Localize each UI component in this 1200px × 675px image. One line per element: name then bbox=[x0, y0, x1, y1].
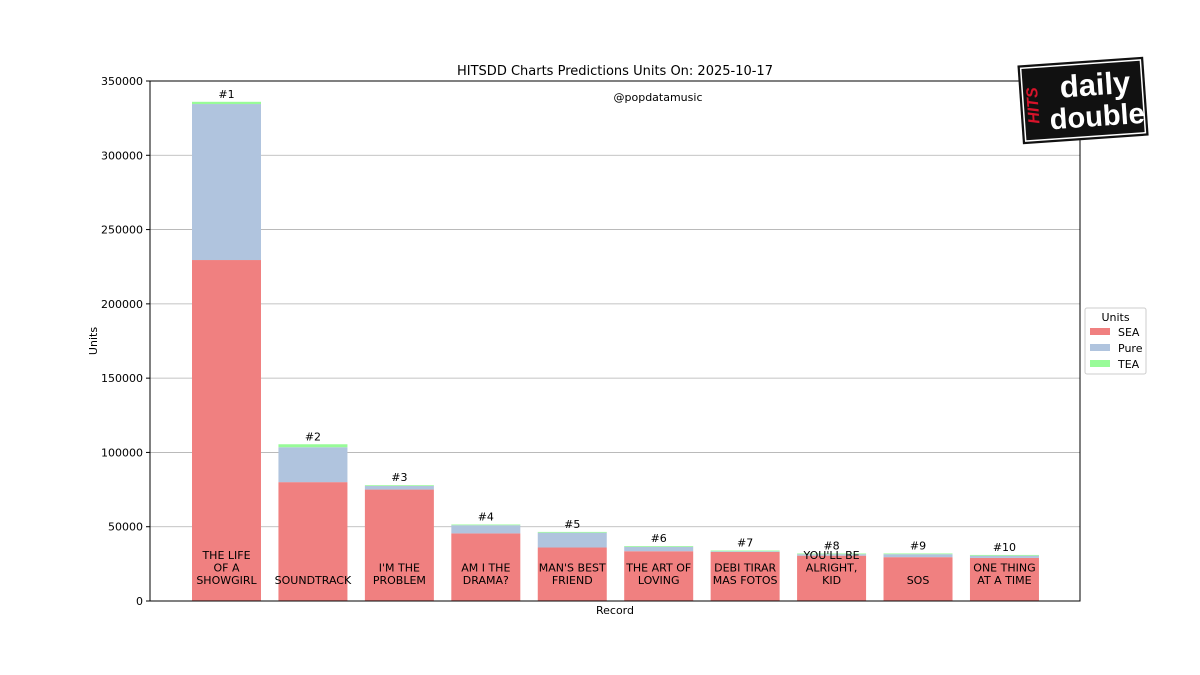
category-label: FRIEND bbox=[552, 574, 593, 587]
category-label: LOVING bbox=[638, 574, 680, 587]
bar-sea bbox=[278, 482, 348, 601]
bar-sea bbox=[451, 533, 521, 601]
bar-pure bbox=[192, 104, 261, 261]
x-axis-label: Record bbox=[596, 604, 634, 617]
category-label: YOU'LL BE bbox=[803, 549, 860, 562]
bar-sea bbox=[624, 551, 694, 601]
category-label: MAS FOTOS bbox=[713, 574, 778, 587]
logo-side-text: HITS bbox=[1024, 86, 1044, 124]
bar-tea bbox=[192, 101, 261, 105]
watermark: @popdatamusic bbox=[614, 91, 703, 104]
rank-label: #8 bbox=[823, 539, 839, 552]
category-label: ALRIGHT, bbox=[806, 562, 858, 575]
y-tick-label: 350000 bbox=[101, 75, 143, 88]
category-label: THE ART OF bbox=[625, 562, 691, 575]
bar-tea bbox=[710, 550, 780, 552]
bar-pure bbox=[624, 546, 694, 552]
rank-label: #4 bbox=[478, 510, 494, 523]
y-tick-label: 100000 bbox=[101, 446, 143, 459]
bar-sea bbox=[364, 489, 434, 601]
legend-label-pure: Pure bbox=[1118, 342, 1143, 355]
logo-top-text: daily bbox=[1058, 65, 1132, 105]
legend-swatch-sea bbox=[1090, 328, 1110, 335]
rank-label: #3 bbox=[391, 471, 407, 484]
rank-label: #10 bbox=[993, 541, 1016, 554]
bar-tea bbox=[969, 554, 1039, 556]
bar-pure bbox=[797, 554, 867, 556]
bar-pure bbox=[451, 525, 521, 534]
y-axis-ticks: 0 50000 100000 150000 200000 250000 300000 3500… bbox=[101, 75, 150, 608]
chart-title: HITSDD Charts Predictions Units On: 2025… bbox=[457, 64, 773, 79]
y-tick-label: 200000 bbox=[101, 298, 143, 311]
legend-swatch-tea bbox=[1090, 360, 1110, 367]
bar-sea bbox=[710, 551, 780, 601]
category-label: AM I THE bbox=[461, 562, 510, 575]
logo-bottom-text: double bbox=[1049, 98, 1146, 137]
bar-tea bbox=[364, 485, 434, 486]
category-label: SHOWGIRL bbox=[196, 574, 257, 587]
logo-border bbox=[1019, 59, 1147, 142]
category-label: MAN'S BEST bbox=[539, 562, 606, 575]
bar-tea bbox=[883, 553, 953, 555]
bar-tea bbox=[797, 553, 867, 555]
rank-label: #5 bbox=[564, 518, 580, 531]
bar-sea bbox=[537, 547, 607, 601]
bar-sea bbox=[969, 557, 1039, 601]
y-tick-label: 50000 bbox=[108, 521, 143, 534]
bar-pure bbox=[883, 554, 953, 558]
bar-pure bbox=[278, 447, 348, 483]
y-tick-label: 0 bbox=[136, 595, 143, 608]
category-label: AT A TIME bbox=[977, 574, 1031, 587]
bar-pure bbox=[537, 532, 607, 548]
daily-double-logo: HITS daily double bbox=[1017, 56, 1149, 145]
category-label: KID bbox=[822, 574, 841, 587]
y-tick-label: 300000 bbox=[101, 149, 143, 162]
legend: Units SEA Pure TEA bbox=[1084, 307, 1147, 375]
bar-tea bbox=[278, 444, 348, 448]
category-label: PROBLEM bbox=[373, 574, 426, 587]
legend-items: SEA Pure TEA bbox=[1090, 326, 1143, 371]
y-tick-label: 150000 bbox=[101, 372, 143, 385]
bar-sea bbox=[883, 557, 953, 601]
bar-tea bbox=[624, 546, 694, 547]
category-label: ONE THING bbox=[973, 562, 1035, 575]
bar-pure bbox=[710, 551, 780, 552]
legend-label-tea: TEA bbox=[1117, 358, 1140, 371]
legend-box bbox=[1084, 307, 1147, 375]
rank-label: #6 bbox=[651, 532, 667, 545]
y-axis-label: Units bbox=[87, 327, 100, 355]
bar-pure bbox=[969, 555, 1039, 558]
category-label: I'M THE bbox=[379, 562, 420, 575]
legend-label-sea: SEA bbox=[1118, 326, 1140, 339]
bar-sea bbox=[192, 260, 261, 601]
bar-tea bbox=[451, 524, 521, 526]
legend-title: Units bbox=[1101, 311, 1129, 324]
category-label: DEBI TIRAR bbox=[714, 562, 776, 575]
logo-background bbox=[1017, 56, 1149, 145]
rank-label: #7 bbox=[737, 536, 753, 549]
axes-frame bbox=[149, 80, 1081, 602]
category-label: DRAMA? bbox=[463, 574, 509, 587]
rank-label: #9 bbox=[910, 539, 926, 552]
category-label: SOS bbox=[907, 574, 930, 587]
bar-tea bbox=[537, 531, 607, 533]
rank-label: #1 bbox=[218, 88, 234, 101]
legend-swatch-pure bbox=[1090, 344, 1110, 351]
bar-sea bbox=[797, 555, 867, 601]
category-label: SOUNDTRACK bbox=[275, 574, 352, 587]
y-tick-label: 250000 bbox=[101, 224, 143, 237]
category-label: OF A bbox=[213, 562, 239, 575]
bar-pure bbox=[364, 485, 434, 490]
category-label: THE LIFE bbox=[201, 549, 250, 562]
bars bbox=[192, 101, 1039, 601]
rank-label: #2 bbox=[305, 430, 321, 443]
